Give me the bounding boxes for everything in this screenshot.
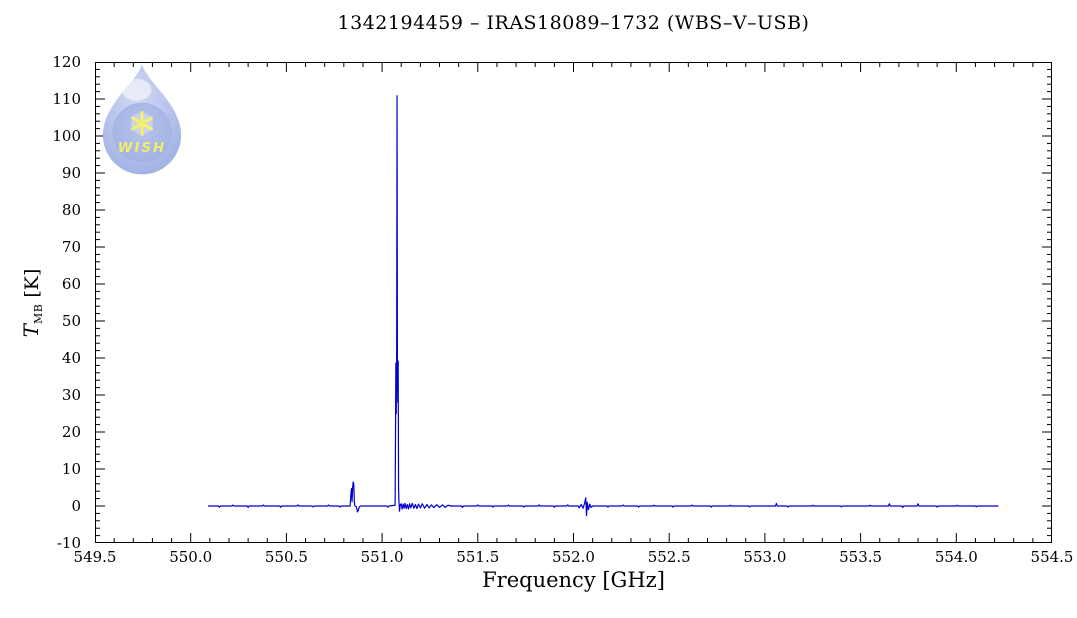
wish-watermark-logo: WISH	[102, 64, 182, 175]
x-tick-label: 554.0	[934, 548, 978, 566]
y-tick-label: 110	[52, 90, 81, 108]
y-tick-label: -10	[56, 534, 81, 552]
water-drop-highlight	[121, 78, 152, 101]
x-axis-tick-labels: 549.5 550.0 550.5 551.0 551.5 552.0 552.5 553.0…	[74, 548, 1074, 568]
y-tick-label: 50	[61, 312, 81, 330]
x-tick-label: 550.5	[264, 548, 308, 566]
x-tick-label: 553.0	[743, 548, 787, 566]
y-tick-label: 10	[61, 460, 81, 478]
y-tick-label: 30	[61, 386, 81, 404]
y-tick-label: 70	[61, 238, 81, 256]
x-tick-label: 551.5	[456, 548, 500, 566]
plot-border	[95, 62, 1052, 543]
plot-title: 1342194459 – IRAS18089–1732 (WBS–V–USB)	[337, 12, 810, 34]
x-tick-label: 552.5	[647, 548, 691, 566]
x-tick-label: 551.0	[360, 548, 404, 566]
plot-area: WISH	[95, 62, 1052, 543]
y-tick-label: 80	[61, 201, 81, 219]
x-tick-label: 549.5	[73, 548, 117, 566]
y-axis-tick-labels: -10 0 10 20 30 40 50 60 70 80 90 100 110 120	[0, 53, 89, 552]
y-tick-label: 20	[61, 423, 81, 441]
y-tick-label: 100	[52, 127, 81, 145]
y-tick-label: 60	[61, 275, 81, 293]
spectrum-chart	[95, 62, 1052, 543]
x-tick-label: 554.5	[1030, 548, 1074, 566]
y-tick-label: 120	[52, 53, 81, 71]
y-tick-label: 90	[61, 164, 81, 182]
y-tick-label: 40	[61, 349, 81, 367]
x-tick-label: 553.5	[839, 548, 883, 566]
star-icon	[131, 110, 153, 136]
wish-text: WISH	[118, 141, 166, 156]
axis-ticks	[95, 62, 1052, 543]
y-tick-label: 0	[71, 497, 81, 515]
x-tick-label: 550.0	[169, 548, 213, 566]
x-tick-label: 552.0	[552, 548, 595, 566]
spectrum-line	[207, 95, 999, 517]
x-axis-label: Frequency [GHz]	[482, 568, 665, 592]
